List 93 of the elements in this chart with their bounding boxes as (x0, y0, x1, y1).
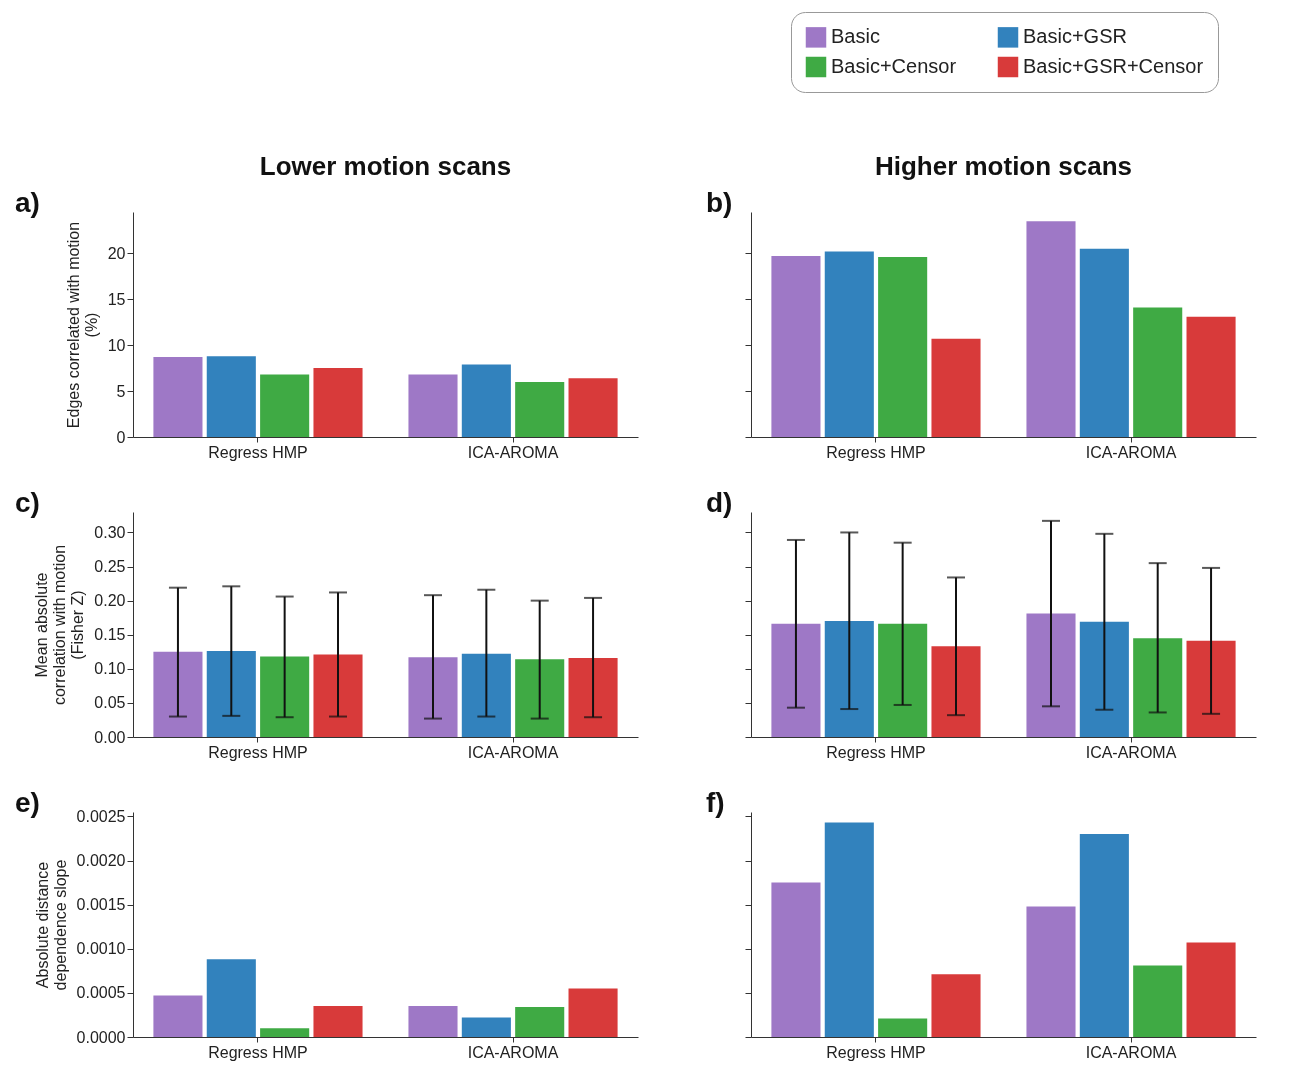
x-tick-label: Regress HMP (826, 1043, 926, 1061)
bar (568, 657, 618, 737)
bar (1186, 640, 1236, 737)
bar (1079, 621, 1129, 737)
legend-label: Basic (831, 25, 880, 48)
bar (824, 822, 874, 1037)
text: b) (706, 187, 733, 218)
bar (206, 651, 256, 737)
x-tick-label: Regress HMP (826, 743, 926, 761)
bar (1026, 221, 1076, 437)
y-tick-label: 0 (116, 428, 126, 446)
y-tick-label: 5 (116, 382, 126, 400)
y-axis-title: Mean absolute correlation with motion (Fisher Z) (33, 544, 87, 706)
bar (206, 959, 256, 1037)
y-tick-label: 10 (107, 336, 126, 354)
bar (153, 357, 203, 437)
y-tick-label: 15 (107, 290, 126, 308)
y-tick-label: 0.0015 (76, 896, 126, 914)
x-tick-label: ICA-AROMA (1085, 443, 1177, 461)
chart-title: Lower motion scans (259, 151, 512, 181)
bar (1133, 965, 1183, 1037)
bar (878, 1018, 928, 1037)
bar (931, 974, 981, 1037)
bar (313, 1006, 363, 1037)
bar (1079, 834, 1129, 1037)
y-tick-label: 0.0020 (76, 852, 126, 870)
bar (568, 988, 618, 1037)
y-axis-title: Edges correlated with motion (%) (64, 221, 100, 429)
text: d) (706, 487, 733, 518)
y-tick-label: 0.0005 (76, 984, 126, 1002)
x-tick-label: ICA-AROMA (467, 443, 559, 461)
bar (260, 656, 310, 737)
x-tick-label: Regress HMP (208, 1043, 308, 1061)
x-tick-label: Regress HMP (208, 443, 308, 461)
bar (206, 356, 256, 437)
x-tick-label: ICA-AROMA (467, 1043, 559, 1061)
text: c) (15, 487, 40, 518)
y-tick-label: 0.0010 (76, 940, 126, 958)
y-tick-label: 0.00 (94, 728, 126, 746)
y-tick-label: 0.0000 (76, 1028, 126, 1046)
bar (771, 623, 821, 737)
bar (260, 1028, 310, 1037)
y-tick-label: 0.10 (94, 660, 126, 678)
text: e) (15, 787, 40, 818)
bar (931, 338, 981, 437)
bar (568, 378, 618, 437)
bar (1133, 307, 1183, 437)
chart-title: Higher motion scans (874, 151, 1133, 181)
text: f) (706, 787, 725, 818)
bar (461, 653, 511, 737)
y-tick-label: 0.0025 (76, 807, 126, 825)
bar (313, 368, 363, 437)
bar (1186, 942, 1236, 1037)
x-tick-label: ICA-AROMA (1085, 1043, 1177, 1061)
bar (153, 651, 203, 737)
bar (771, 256, 821, 437)
bar (153, 995, 203, 1037)
text: a) (15, 187, 40, 218)
bar (878, 257, 928, 437)
bar (515, 1007, 565, 1037)
bar (931, 646, 981, 737)
bar (461, 364, 511, 437)
y-axis-title: Absolute distance dependence slope (33, 859, 69, 991)
y-tick-label: 20 (107, 244, 126, 262)
bar (461, 1017, 511, 1037)
legend-label: Basic+Censor (831, 55, 957, 77)
y-tick-label: 0.30 (94, 523, 126, 541)
bar (1026, 613, 1076, 737)
legend-label: Basic+GSR+Censor (1023, 55, 1204, 77)
y-tick-label: 0.05 (94, 694, 126, 712)
bar (260, 374, 310, 437)
bar (515, 659, 565, 737)
x-tick-label: ICA-AROMA (1085, 743, 1177, 761)
bar (878, 623, 928, 737)
x-tick-label: Regress HMP (208, 743, 308, 761)
y-tick-label: 0.25 (94, 558, 126, 576)
bar (408, 657, 458, 737)
bar (408, 1006, 458, 1037)
bar (408, 374, 458, 437)
x-tick-label: ICA-AROMA (467, 743, 559, 761)
legend-label: Basic+GSR (1023, 25, 1127, 48)
bar (1026, 906, 1076, 1037)
bar (1133, 638, 1183, 737)
bar (515, 381, 565, 437)
bar (313, 654, 363, 737)
bar (824, 621, 874, 737)
bar (1186, 316, 1236, 437)
bar (1079, 248, 1129, 437)
bar (771, 882, 821, 1037)
x-tick-label: Regress HMP (826, 443, 926, 461)
y-tick-label: 0.15 (94, 626, 126, 644)
bar (824, 251, 874, 437)
y-tick-label: 0.20 (94, 592, 126, 610)
